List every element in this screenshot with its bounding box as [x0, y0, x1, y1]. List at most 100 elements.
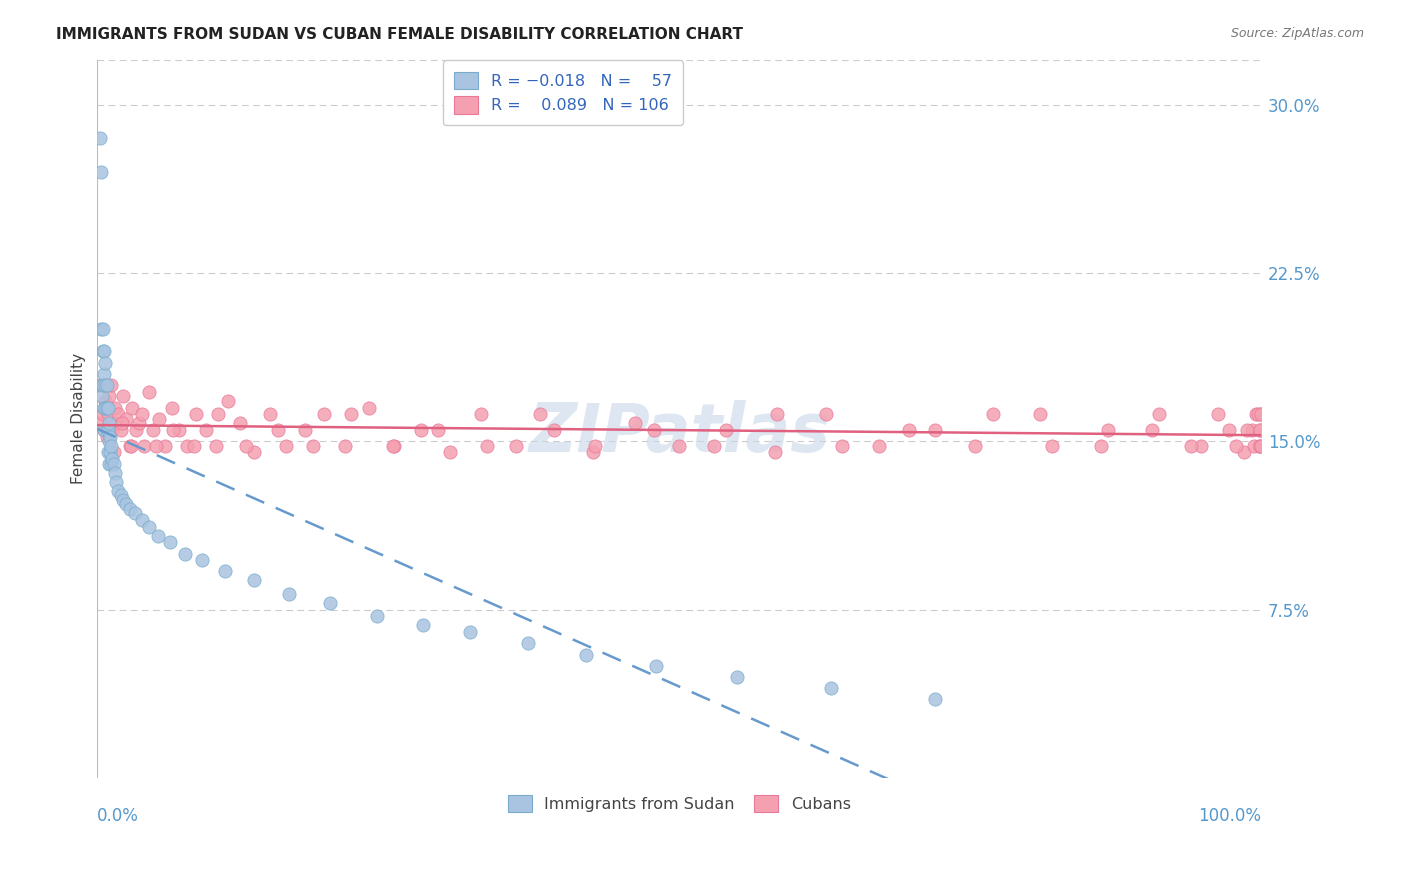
Point [382, 439, 405, 453]
Point [138, 384, 160, 399]
Point [100, 439, 122, 453]
Point [115, 497, 138, 511]
Point [963, 439, 986, 453]
Point [91, 389, 114, 403]
Point [381, 439, 404, 453]
Point [1246, 407, 1268, 421]
Point [111, 389, 134, 403]
Point [983, 407, 1005, 421]
Point [89, 378, 111, 392]
Point [96, 401, 118, 415]
Point [725, 670, 748, 684]
Point [110, 488, 132, 502]
Point [714, 423, 737, 437]
Point [104, 401, 127, 415]
Point [98, 430, 121, 444]
Point [98, 417, 121, 431]
Point [98, 445, 121, 459]
Point [294, 423, 316, 437]
Point [118, 439, 141, 453]
Point [131, 513, 153, 527]
Point [97, 407, 120, 421]
Point [409, 423, 432, 437]
Point [217, 393, 239, 408]
Text: ZIPatlas: ZIPatlas [529, 401, 830, 467]
Point [103, 457, 125, 471]
Point [1236, 423, 1258, 437]
Point [1246, 407, 1268, 421]
Point [924, 692, 946, 706]
Point [194, 423, 217, 437]
Point [1140, 423, 1163, 437]
Point [107, 407, 129, 421]
Point [89, 131, 111, 145]
Point [439, 445, 461, 459]
Point [132, 439, 155, 453]
Point [505, 439, 527, 453]
Point [477, 439, 499, 453]
Point [1247, 439, 1270, 453]
Point [100, 378, 122, 392]
Point [357, 401, 380, 415]
Point [366, 609, 388, 624]
Point [1243, 439, 1265, 453]
Point [97, 423, 120, 437]
Point [91, 344, 114, 359]
Point [138, 519, 160, 533]
Point [1147, 407, 1170, 421]
Point [93, 401, 115, 415]
Point [458, 625, 481, 640]
Point [1249, 439, 1271, 453]
Point [1249, 423, 1271, 437]
Point [763, 445, 786, 459]
Point [148, 412, 170, 426]
Point [205, 439, 228, 453]
Point [104, 417, 127, 431]
Point [110, 423, 132, 437]
Point [831, 439, 853, 453]
Point [90, 322, 112, 336]
Point [91, 378, 114, 392]
Point [118, 501, 141, 516]
Point [897, 423, 920, 437]
Point [142, 423, 165, 437]
Point [1097, 423, 1119, 437]
Point [91, 322, 114, 336]
Point [1029, 407, 1052, 421]
Point [766, 407, 789, 421]
Point [529, 407, 551, 421]
Point [94, 393, 117, 408]
Point [207, 407, 229, 421]
Point [243, 574, 266, 588]
Point [1240, 423, 1263, 437]
Point [582, 445, 605, 459]
Point [96, 423, 118, 437]
Point [93, 423, 115, 437]
Point [516, 636, 538, 650]
Point [131, 407, 153, 421]
Text: IMMIGRANTS FROM SUDAN VS CUBAN FEMALE DISABILITY CORRELATION CHART: IMMIGRANTS FROM SUDAN VS CUBAN FEMALE DI… [56, 27, 744, 42]
Point [100, 457, 122, 471]
Point [278, 587, 301, 601]
Point [1189, 439, 1212, 453]
Point [668, 439, 690, 453]
Point [96, 378, 118, 392]
Point [183, 439, 205, 453]
Point [111, 417, 134, 431]
Point [107, 483, 129, 498]
Point [243, 445, 266, 459]
Point [820, 681, 842, 696]
Point [104, 466, 127, 480]
Point [101, 423, 124, 437]
Point [624, 417, 647, 431]
Point [470, 407, 492, 421]
Point [1206, 407, 1229, 421]
Point [128, 417, 150, 431]
Point [115, 412, 138, 426]
Point [1090, 439, 1112, 453]
Point [97, 445, 120, 459]
Point [173, 547, 195, 561]
Point [90, 417, 112, 431]
Point [645, 658, 668, 673]
Y-axis label: Female Disability: Female Disability [72, 353, 86, 484]
